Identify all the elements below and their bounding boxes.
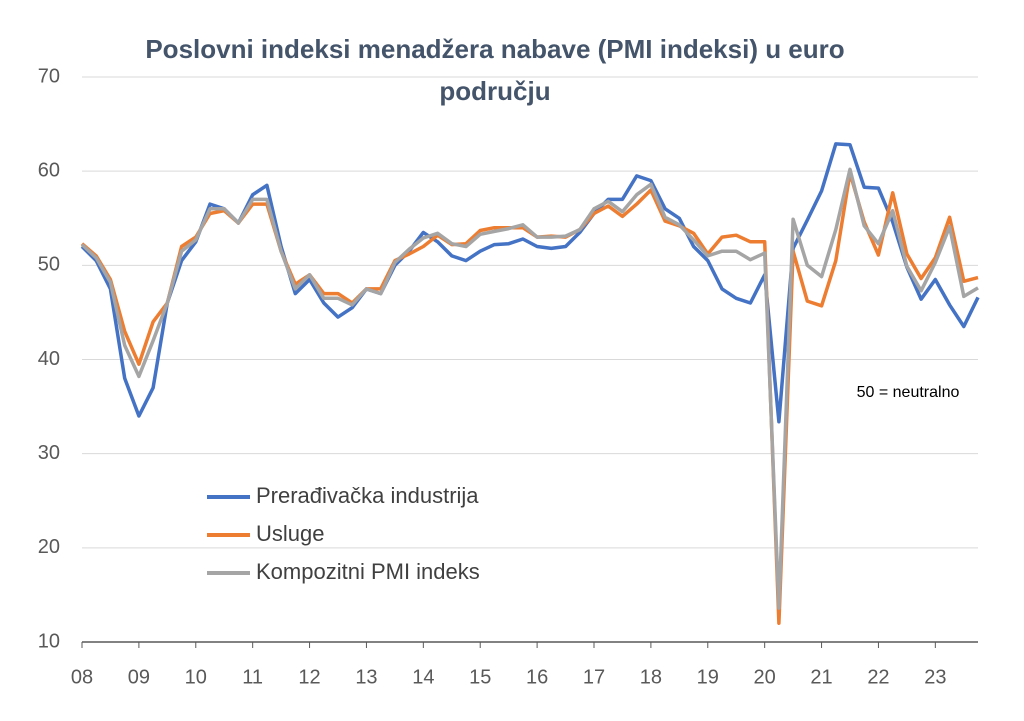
x-tick-label: 23 xyxy=(924,666,946,688)
x-tick-label: 22 xyxy=(867,666,889,688)
y-tick-label: 10 xyxy=(38,630,60,652)
y-tick-label: 20 xyxy=(38,536,60,558)
legend-label: Prerađivačka industrija xyxy=(256,483,479,508)
x-tick-label: 13 xyxy=(355,666,377,688)
y-tick-label: 70 xyxy=(38,65,60,87)
x-tick-label: 11 xyxy=(242,666,263,688)
series-line xyxy=(80,142,980,424)
y-tick-label: 30 xyxy=(38,442,60,464)
series-line xyxy=(80,171,979,625)
y-tick-label: 60 xyxy=(38,159,60,181)
annotation: 50 = neutralno xyxy=(857,384,960,401)
y-tick-label: 50 xyxy=(38,254,60,276)
x-tick-label: 18 xyxy=(640,666,662,688)
x-tick-label: 16 xyxy=(526,666,548,688)
x-tick-label: 15 xyxy=(469,666,491,688)
x-tick-label: 10 xyxy=(185,666,207,688)
x-tick-label: 09 xyxy=(128,666,150,688)
y-tick-label: 40 xyxy=(38,348,60,370)
x-tick-label: 21 xyxy=(810,666,832,688)
x-tick-label: 19 xyxy=(697,666,719,688)
x-tick-label: 14 xyxy=(412,666,434,688)
x-tick-label: 17 xyxy=(583,666,605,688)
legend-label: Kompozitni PMI indeks xyxy=(256,559,480,584)
series-line xyxy=(80,167,979,610)
chart-title: Poslovni indeksi menadžera nabave (PMI i… xyxy=(145,34,845,106)
x-tick-label: 12 xyxy=(298,666,320,688)
legend-label: Usluge xyxy=(256,521,324,546)
x-tick-label: 20 xyxy=(754,666,776,688)
x-tick-label: 08 xyxy=(71,666,93,688)
